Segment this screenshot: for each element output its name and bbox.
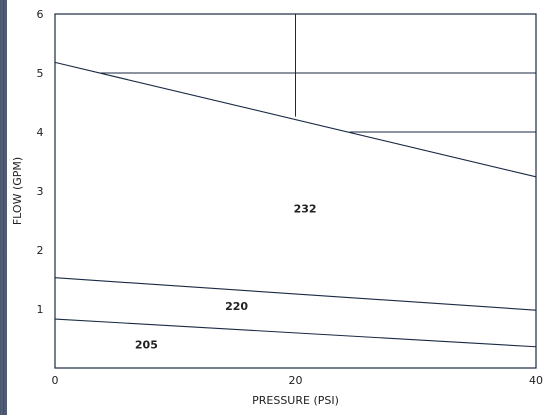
x-tick-label: 20	[289, 374, 303, 387]
zone-label-232: 232	[294, 203, 317, 216]
x-tick-labels: 0 20 40	[52, 374, 544, 387]
plot-frame	[54, 13, 537, 369]
reference-lines	[99, 14, 536, 133]
zone-label-220: 220	[225, 300, 248, 313]
y-axis-label: FLOW (GPM)	[11, 157, 24, 225]
series-line-205	[54, 318, 537, 348]
y-tick-label: 3	[37, 185, 44, 198]
y-tick-label: 2	[37, 244, 44, 257]
zone-label-205: 205	[135, 338, 158, 351]
series-lines	[54, 61, 537, 348]
y-tick-label: 4	[37, 126, 44, 139]
series-line-232	[54, 61, 537, 178]
y-tick-labels: 1 2 3 4 5 6	[37, 8, 44, 316]
y-tick-label: 5	[37, 67, 44, 80]
x-tick-label: 40	[529, 374, 543, 387]
x-tick-label: 0	[52, 374, 59, 387]
zone-labels: 205 220 232	[135, 203, 317, 352]
chart-panel: 0 20 40 1 2 3 4 5 6 205 220 232 PRESSURE (PSI) FL…	[7, 0, 550, 415]
y-tick-label: 1	[37, 303, 44, 316]
x-axis-label: PRESSURE (PSI)	[252, 394, 339, 407]
flow-pressure-chart: 0 20 40 1 2 3 4 5 6 205 220 232 PRESSURE (PSI) FL…	[11, 8, 544, 407]
y-tick-label: 6	[37, 8, 44, 21]
series-line-220	[54, 277, 537, 311]
